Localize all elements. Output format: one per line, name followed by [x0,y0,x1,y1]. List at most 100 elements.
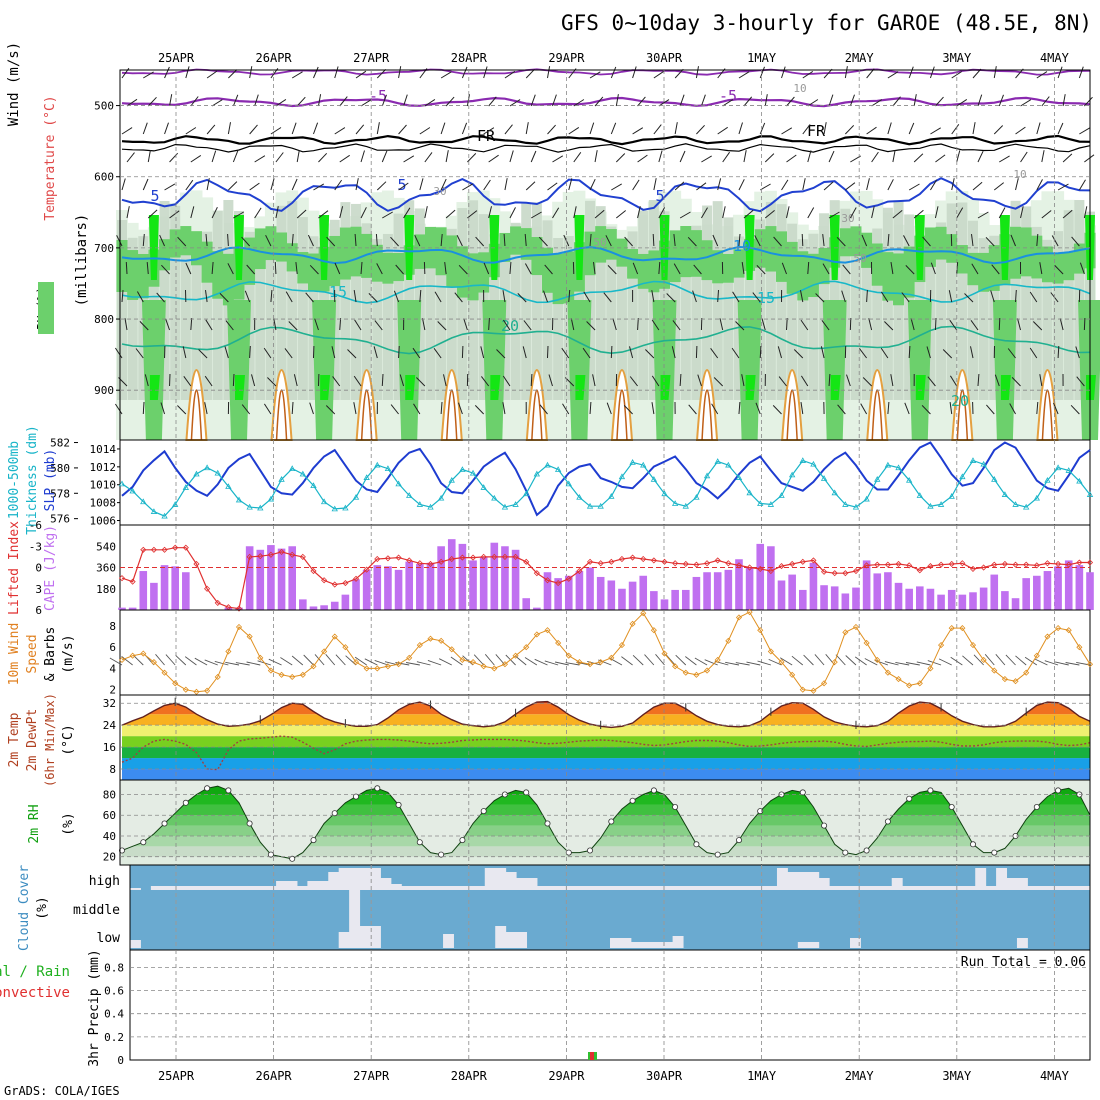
wind-barb [568,178,573,191]
wind-barb [509,261,512,275]
wind-speed-marker [182,686,189,693]
wind-barb [594,96,604,107]
wind10m-barb [905,662,920,666]
wind-barb [743,209,754,219]
cloud-high-bar [776,868,788,890]
wind-barb [296,96,306,107]
li-marker [927,563,934,570]
wind-barb [135,348,144,359]
li-marker [576,567,583,575]
wind-barb [270,127,282,135]
cape-bar [820,585,828,610]
rh-core [490,375,501,400]
slp-axis-label: SLP (mb) [43,449,58,512]
wind-barb [908,122,915,135]
rh-shade-green [733,249,745,278]
wind-barb [807,207,815,219]
wind-barb [679,373,682,387]
li-tick-label: 6 [35,604,42,617]
cape-bar [469,560,477,610]
wind-barb [1079,262,1085,275]
wind-barb [552,94,557,107]
li-marker [150,546,157,553]
wind-barb [414,234,421,247]
wind10m-barb [214,660,229,666]
wind-barb [530,373,533,387]
wind-speed-marker [1033,652,1040,659]
wind-speed-marker [1055,624,1062,632]
wind10m-barb [675,654,687,666]
wind-barb [887,122,892,135]
li-marker [629,554,636,561]
cloud-low-bar [672,936,684,948]
rh-core [659,215,670,280]
wind-barb [615,153,626,163]
wind-barb [467,210,478,219]
cape-bar [394,569,403,610]
precip-panel: 0 0.2 0.4 0.6 0.8 Total / Rain Convective 3hr P… [0,949,1091,1067]
cloud-high-bar [234,886,246,890]
cloud-high-bar [150,886,162,890]
li-marker [501,553,509,560]
wind-barb [820,346,825,359]
cloud-high-bar [359,868,371,890]
wind-barb [637,317,639,331]
slp-marker [203,464,211,471]
wind-barb [679,211,691,219]
li-marker [1086,559,1094,566]
wind-speed-marker [821,680,828,687]
wind-barb [1083,317,1086,331]
wind-barb [568,289,571,303]
li-marker [895,560,902,568]
wind-barb [781,262,787,275]
rh-shade-green [807,253,819,298]
cape-bar [309,606,318,610]
precip-tick-label: 0.4 [104,1008,124,1021]
slp-marker [820,475,828,481]
slp-marker [576,493,583,500]
rh-shade-green [350,226,362,277]
wind-barb [502,319,511,331]
wind-barb [573,152,582,163]
wind-speed-marker [650,627,657,634]
rh-marker [714,851,721,858]
li-marker [310,567,317,575]
date-label: 4MAY [1040,51,1070,65]
isotherm-20 [121,325,1091,355]
wind-speed-marker [1001,675,1008,683]
wind-barb [424,152,433,163]
wind-barb [942,349,953,359]
rh-shade-green [244,237,256,285]
wind-barb [935,154,946,163]
wind10m-barb [132,654,144,666]
wind-barb [972,181,983,191]
rh-marker [948,804,955,811]
y-tick-label: 800 [94,313,114,326]
rh-shade-green [339,227,351,280]
wind-barb [977,150,984,163]
wind-barb [169,210,180,219]
isotherm-label: 5 [397,176,406,194]
slp-marker [193,470,200,477]
cloud-high-bar [923,886,934,890]
wind-barb [611,183,622,191]
wind-barb [1029,347,1038,359]
li-marker [182,544,189,551]
wind-barb [125,261,128,275]
rh-shade-green [307,253,319,292]
wind-barb [190,96,199,107]
cape-bar [554,578,562,610]
wind-barb [637,206,641,219]
rh-core [660,375,671,400]
wind-barb [530,150,537,163]
wind10m-barb [354,656,367,666]
cloud-high-bar [286,881,298,890]
wind-barb [190,154,202,163]
wind10m-barb [303,654,314,666]
slp-marker [501,503,509,510]
warm-lens [355,369,378,441]
rh-shade-green [1010,226,1022,279]
wind-speed-marker [682,669,689,676]
cape-bar [426,562,435,610]
